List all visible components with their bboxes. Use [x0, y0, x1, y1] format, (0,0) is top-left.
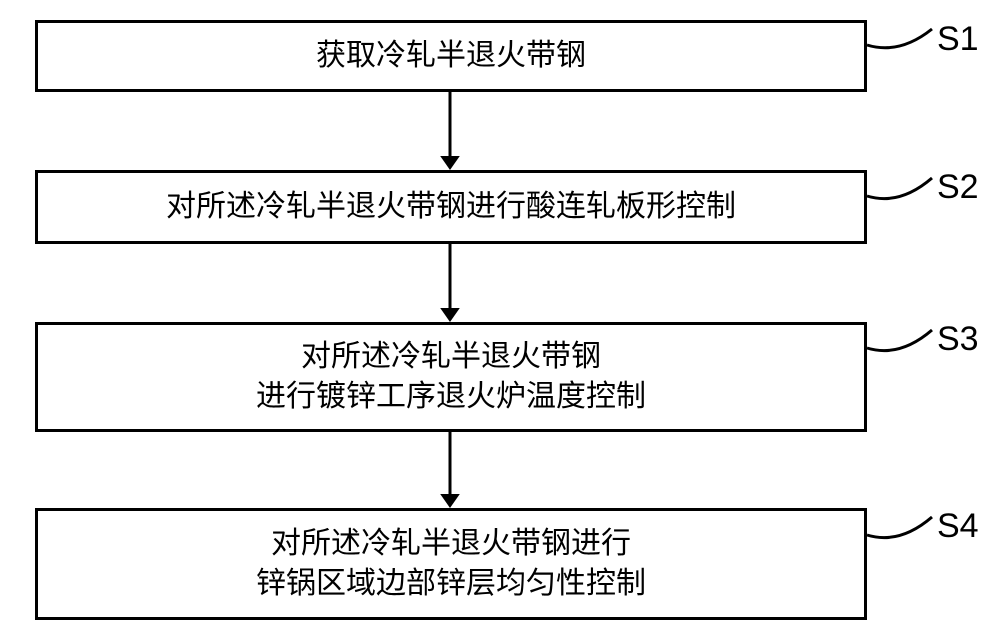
callout-s4 — [865, 515, 934, 558]
callout-s3 — [865, 328, 934, 371]
arrow-3 — [434, 432, 466, 514]
step-label-s1: S1 — [937, 20, 979, 59]
step-box-s3: 对所述冷轧半退火带钢 进行镀锌工序退火炉温度控制 — [35, 322, 867, 432]
step-label-s4: S4 — [937, 507, 979, 546]
callout-s1 — [865, 27, 934, 68]
flowchart-canvas: 获取冷轧半退火带钢 S1 对所述冷轧半退火带钢进行酸连轧板形控制 S2 对所述冷轧半退火… — [0, 0, 1000, 633]
step-box-s2: 对所述冷轧半退火带钢进行酸连轧板形控制 — [35, 170, 867, 244]
step-box-s4: 对所述冷轧半退火带钢进行 锌锅区域边部锌层均匀性控制 — [35, 508, 867, 620]
step-label-s2: S2 — [937, 168, 979, 207]
step-text: 对所述冷轧半退火带钢进行 锌锅区域边部锌层均匀性控制 — [256, 524, 646, 605]
callout-s2 — [865, 176, 934, 219]
step-label-s3: S3 — [937, 320, 979, 359]
arrow-2 — [434, 244, 466, 328]
step-text: 对所述冷轧半退火带钢 进行镀锌工序退火炉温度控制 — [256, 337, 646, 418]
step-box-s1: 获取冷轧半退火带钢 — [35, 20, 867, 92]
step-text: 获取冷轧半退火带钢 — [316, 36, 586, 77]
arrow-1 — [434, 92, 466, 176]
step-text: 对所述冷轧半退火带钢进行酸连轧板形控制 — [166, 187, 736, 228]
